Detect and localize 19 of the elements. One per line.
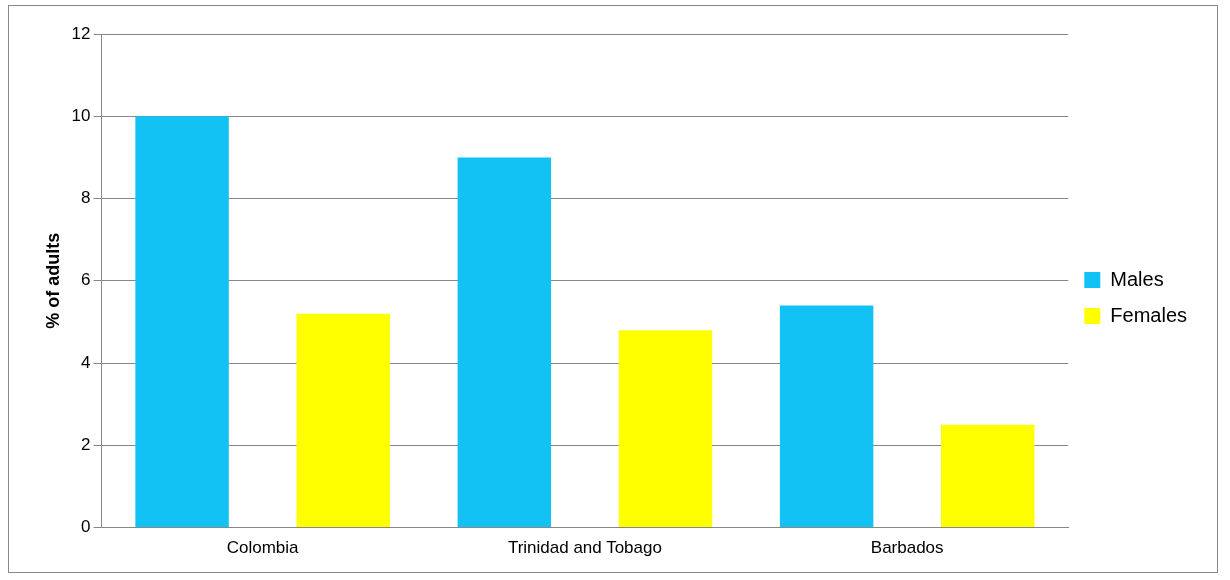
legend-label: Females [1110,303,1188,326]
bar [135,116,229,528]
y-tick-label: 2 [81,435,91,455]
bar [779,305,874,528]
x-tick-label: Colombia [226,538,300,558]
bar [296,313,390,528]
bar [618,330,713,528]
x-tick-label: Trinidad and Tobago [507,538,662,558]
y-tick-label: 8 [81,188,91,208]
y-tick-label: 0 [81,517,91,537]
bar [941,424,1035,528]
y-tick-label: 6 [81,270,91,290]
y-axis-title: % of adults [42,232,63,329]
bar [457,157,552,528]
x-tick-label: Barbados [870,538,944,558]
y-tick-label: 10 [71,105,91,125]
y-tick-label: 12 [71,23,91,43]
y-tick-label: 4 [81,352,91,372]
legend-label: Males [1110,267,1164,290]
